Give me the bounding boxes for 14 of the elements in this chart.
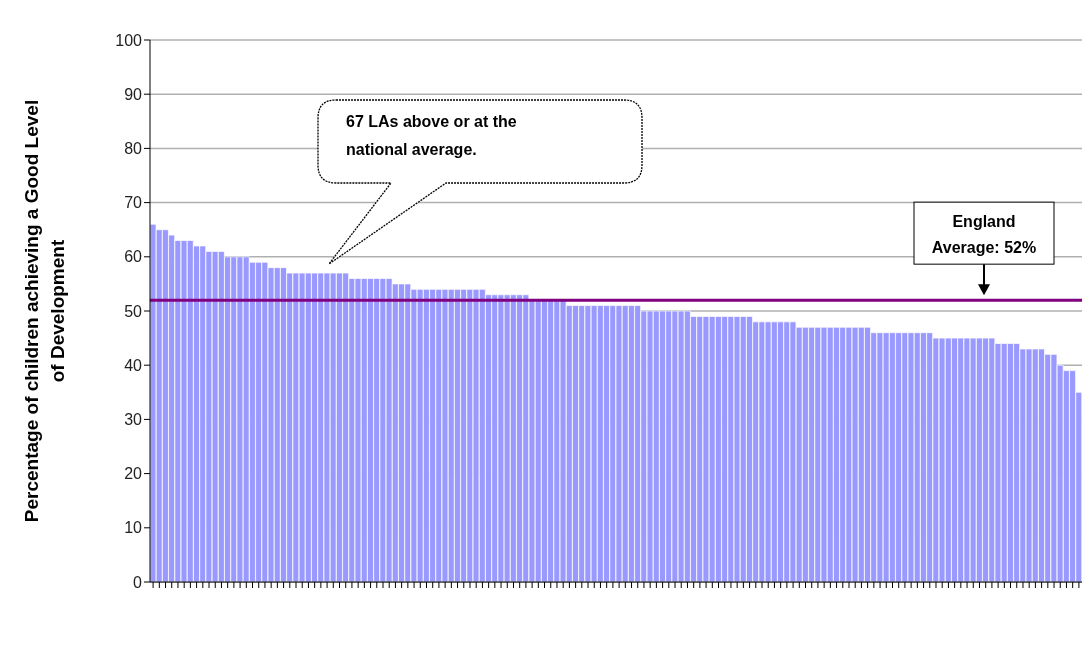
y-tick-label: 90 — [124, 85, 143, 103]
y-tick-label: 20 — [124, 465, 143, 483]
y-tick-label: 50 — [124, 302, 143, 320]
y-tick-label: 0 — [133, 573, 143, 591]
y-tick-label: 100 — [115, 31, 143, 49]
y-tick-label: 10 — [124, 519, 143, 537]
annotation: 67 LAs above or at the national average. — [346, 112, 518, 160]
y-tick-label: 60 — [124, 248, 143, 266]
y-tick-label: 40 — [124, 356, 143, 374]
y-tick-label: 80 — [124, 140, 143, 158]
y-tick-label: 70 — [124, 194, 143, 212]
ref-line-label: England Average: 52% — [931, 213, 1037, 257]
y-axis-title: Percentage of children achieving a Good Level of Development — [21, 99, 68, 523]
y-tick-label: 30 — [124, 411, 143, 429]
